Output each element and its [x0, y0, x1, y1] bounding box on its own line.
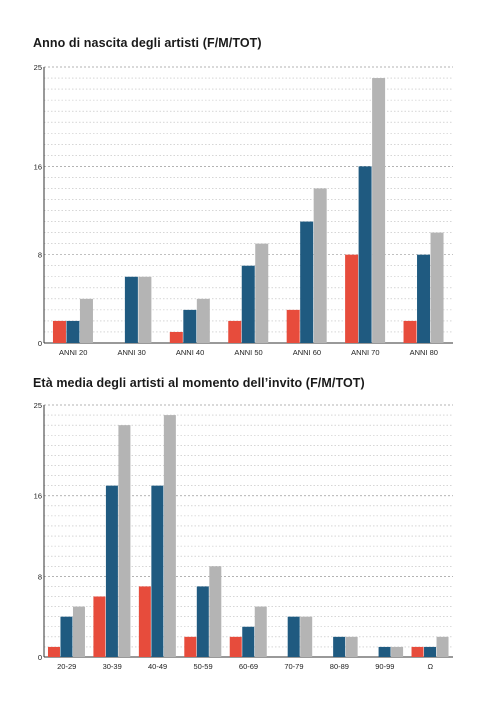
bar-total [254, 606, 267, 657]
bar-female [138, 586, 151, 657]
x-tick-label: 80-89 [330, 662, 349, 671]
chart-title: Età media degli artisti al momento dell’… [33, 376, 365, 390]
y-tick-label: 16 [34, 162, 42, 171]
bar-male [60, 616, 73, 657]
bar-male [300, 221, 314, 343]
bar-male [105, 485, 118, 657]
y-tick-label: 8 [38, 251, 42, 260]
bar-total [72, 606, 85, 657]
bars [52, 78, 444, 343]
bar-female [52, 320, 66, 343]
bar-total [138, 276, 152, 343]
x-tick-label: ANNI 40 [176, 348, 204, 357]
bar-male [183, 309, 197, 343]
invite-age-plot: 0 8 16 25 20-29 30-39 40-49 50-59 60-69 70-79 80-8… [34, 401, 453, 671]
bar-female [184, 636, 197, 657]
y-tick-label: 0 [38, 339, 42, 348]
x-axis-labels: ANNI 20 ANNI 30 ANNI 40 ANNI 50 ANNI 60 ANNI … [59, 348, 438, 357]
bar-male [241, 265, 255, 343]
bar-male [358, 166, 372, 343]
bar-total [345, 636, 358, 657]
chart-title: Anno di nascita degli artisti (F/M/TOT) [33, 36, 262, 50]
bar-total [79, 298, 93, 343]
y-tick-label: 25 [34, 401, 42, 410]
bar-female [286, 309, 300, 343]
y-tick-label: 25 [34, 63, 42, 72]
x-axis-labels: 20-29 30-39 40-49 50-59 60-69 70-79 80-89 90-99… [57, 662, 433, 671]
x-tick-label: 20-29 [57, 662, 76, 671]
x-tick-label: ANNI 50 [234, 348, 262, 357]
y-tick-label: 16 [34, 492, 42, 501]
bars [47, 415, 449, 657]
bar-total [163, 415, 176, 657]
bar-female [169, 331, 183, 343]
bar-male [151, 485, 164, 657]
bar-male [124, 276, 138, 343]
bar-total [196, 298, 210, 343]
x-tick-label: ANNI 70 [351, 348, 379, 357]
bar-male [417, 254, 431, 343]
bar-male [333, 636, 346, 657]
x-tick-label: 90-99 [375, 662, 394, 671]
x-tick-label: 60-69 [239, 662, 258, 671]
birth-decade-chart: Anno di nascita degli artisti (F/M/TOT) … [0, 36, 480, 366]
x-tick-label: 50-59 [193, 662, 212, 671]
bar-female [403, 320, 417, 343]
bar-female [93, 596, 106, 657]
bar-total [436, 636, 449, 657]
bar-female [228, 320, 242, 343]
x-tick-label: ANNI 30 [117, 348, 145, 357]
bar-female [47, 646, 60, 657]
bar-total [300, 616, 313, 657]
bar-total [209, 566, 222, 657]
bar-female [411, 646, 424, 657]
y-tick-label: 8 [38, 572, 42, 581]
bar-total [430, 232, 444, 343]
bar-male [242, 626, 255, 657]
bar-total [255, 243, 269, 343]
y-axis-ticks: 0 8 16 25 [34, 63, 42, 348]
x-tick-label: 70-79 [284, 662, 303, 671]
bar-male [196, 586, 209, 657]
bar-male [424, 646, 437, 657]
bar-male [378, 646, 391, 657]
birth-decade-plot: 0 8 16 25 ANNI 20 ANNI 30 ANNI 40 ANNI 50 ANNI 6… [34, 63, 453, 357]
bar-total [313, 188, 327, 343]
bar-female [345, 254, 359, 343]
invite-age-chart: Età media degli artisti al momento dell’… [0, 376, 480, 676]
bar-male [287, 616, 300, 657]
x-tick-label: ANNI 80 [410, 348, 438, 357]
bar-total [372, 78, 386, 343]
y-axis-ticks: 0 8 16 25 [34, 401, 42, 662]
x-tick-label: ANNI 20 [59, 348, 87, 357]
bar-male [66, 320, 80, 343]
gridlines [44, 404, 453, 648]
bar-female [229, 636, 242, 657]
bar-total [391, 646, 404, 657]
bar-total [118, 425, 131, 657]
x-tick-label: 40-49 [148, 662, 167, 671]
x-tick-label: Ω [427, 662, 433, 671]
x-tick-label: 30-39 [103, 662, 122, 671]
y-tick-label: 0 [38, 653, 42, 662]
x-tick-label: ANNI 60 [293, 348, 321, 357]
